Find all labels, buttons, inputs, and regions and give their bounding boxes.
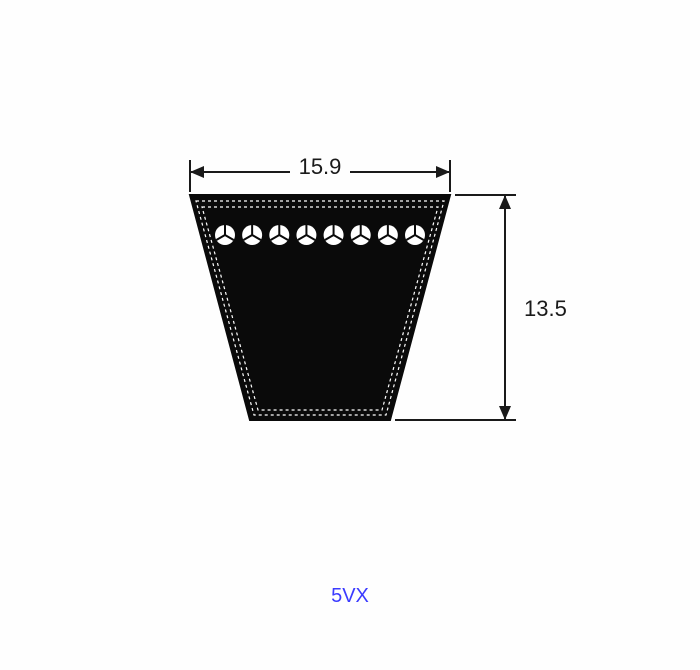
belt-series-caption: 5VX bbox=[331, 585, 369, 607]
height-dimension-label: 13.5 bbox=[524, 296, 567, 321]
width-dimension-label: 15.9 bbox=[299, 154, 342, 179]
belt-cross-section-svg: 15.9 13.5 5VX bbox=[0, 0, 700, 670]
dimension-width: 15.9 bbox=[190, 152, 450, 192]
diagram-stage: 15.9 13.5 5VX bbox=[0, 0, 700, 670]
